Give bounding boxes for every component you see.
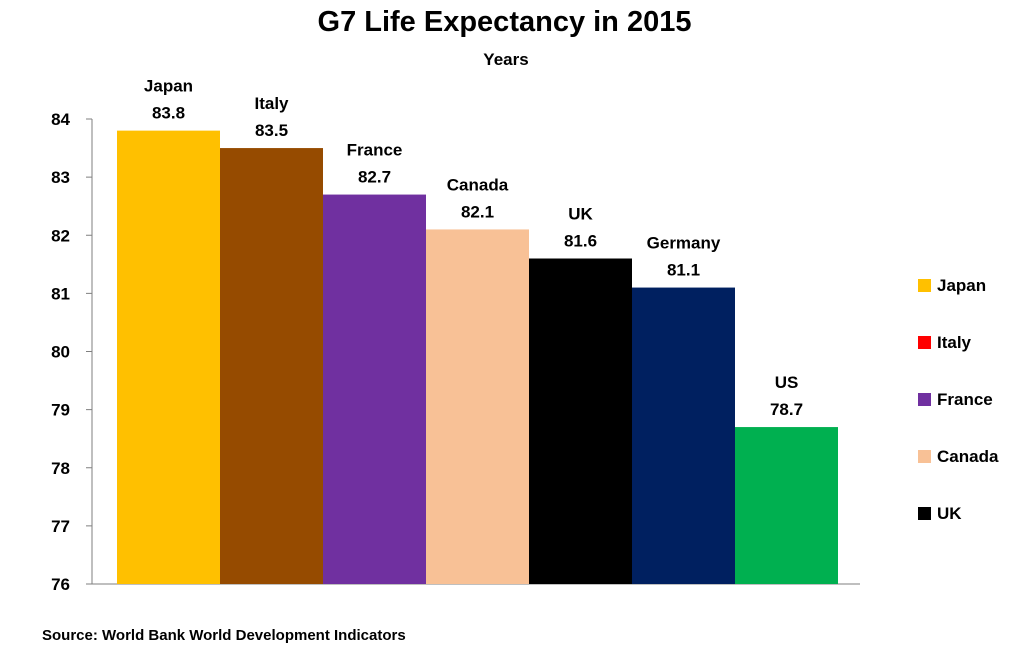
bar-category-label-canada: Canada	[447, 175, 509, 194]
legend-swatch-canada	[918, 450, 931, 463]
y-tick-label: 83	[51, 168, 70, 187]
y-tick-label: 78	[51, 459, 70, 478]
source-note: Source: World Bank World Development Ind…	[42, 627, 406, 644]
y-axis: 84 83 82 81 80 79 78 77 76	[51, 110, 860, 594]
bar-uk	[529, 258, 632, 584]
legend-label-japan: Japan	[937, 276, 986, 295]
bar-value-label-germany: 81.1	[667, 261, 700, 280]
bar-italy	[220, 148, 323, 584]
bar-us	[735, 427, 838, 584]
bar-canada	[426, 229, 529, 584]
bar-category-label-italy: Italy	[254, 94, 289, 113]
y-tick-label: 84	[51, 110, 70, 129]
bar-value-label-italy: 83.5	[255, 121, 288, 140]
y-tick-label: 82	[51, 226, 70, 245]
legend-label-italy: Italy	[937, 333, 972, 352]
bar-value-label-uk: 81.6	[564, 232, 597, 251]
chart-subtitle: Years	[483, 50, 529, 69]
legend-swatch-france	[918, 393, 931, 406]
bar-category-label-us: US	[775, 373, 799, 392]
y-tick-label: 76	[51, 575, 70, 594]
bar-labels: Japan 83.8 Italy 83.5 France 82.7 Canada 82.1 UK…	[144, 77, 803, 419]
legend-swatch-uk	[918, 507, 931, 520]
legend-swatch-japan	[918, 279, 931, 292]
bar-germany	[632, 287, 735, 584]
bar-value-label-japan: 83.8	[152, 104, 185, 123]
y-tick-label: 81	[51, 284, 70, 303]
legend-label-france: France	[937, 390, 993, 409]
legend-label-canada: Canada	[937, 447, 999, 466]
bar-category-label-france: France	[347, 141, 403, 160]
bar-france	[323, 194, 426, 584]
y-tick-label: 77	[51, 517, 70, 536]
y-tick-label: 79	[51, 401, 70, 420]
chart-title: G7 Life Expectancy in 2015	[317, 6, 692, 38]
bar-category-label-japan: Japan	[144, 77, 193, 96]
bars	[117, 130, 838, 584]
bar-value-label-us: 78.7	[770, 400, 803, 419]
legend-label-uk: UK	[937, 504, 962, 523]
bar-category-label-uk: UK	[568, 205, 593, 224]
bar-category-label-germany: Germany	[647, 234, 721, 253]
y-tick-label: 80	[51, 343, 70, 362]
legend-swatch-italy	[918, 336, 931, 349]
legend: Japan Italy France Canada UK	[918, 276, 999, 523]
bar-value-label-canada: 82.1	[461, 202, 494, 221]
bar-value-label-france: 82.7	[358, 168, 391, 187]
bar-japan	[117, 130, 220, 584]
